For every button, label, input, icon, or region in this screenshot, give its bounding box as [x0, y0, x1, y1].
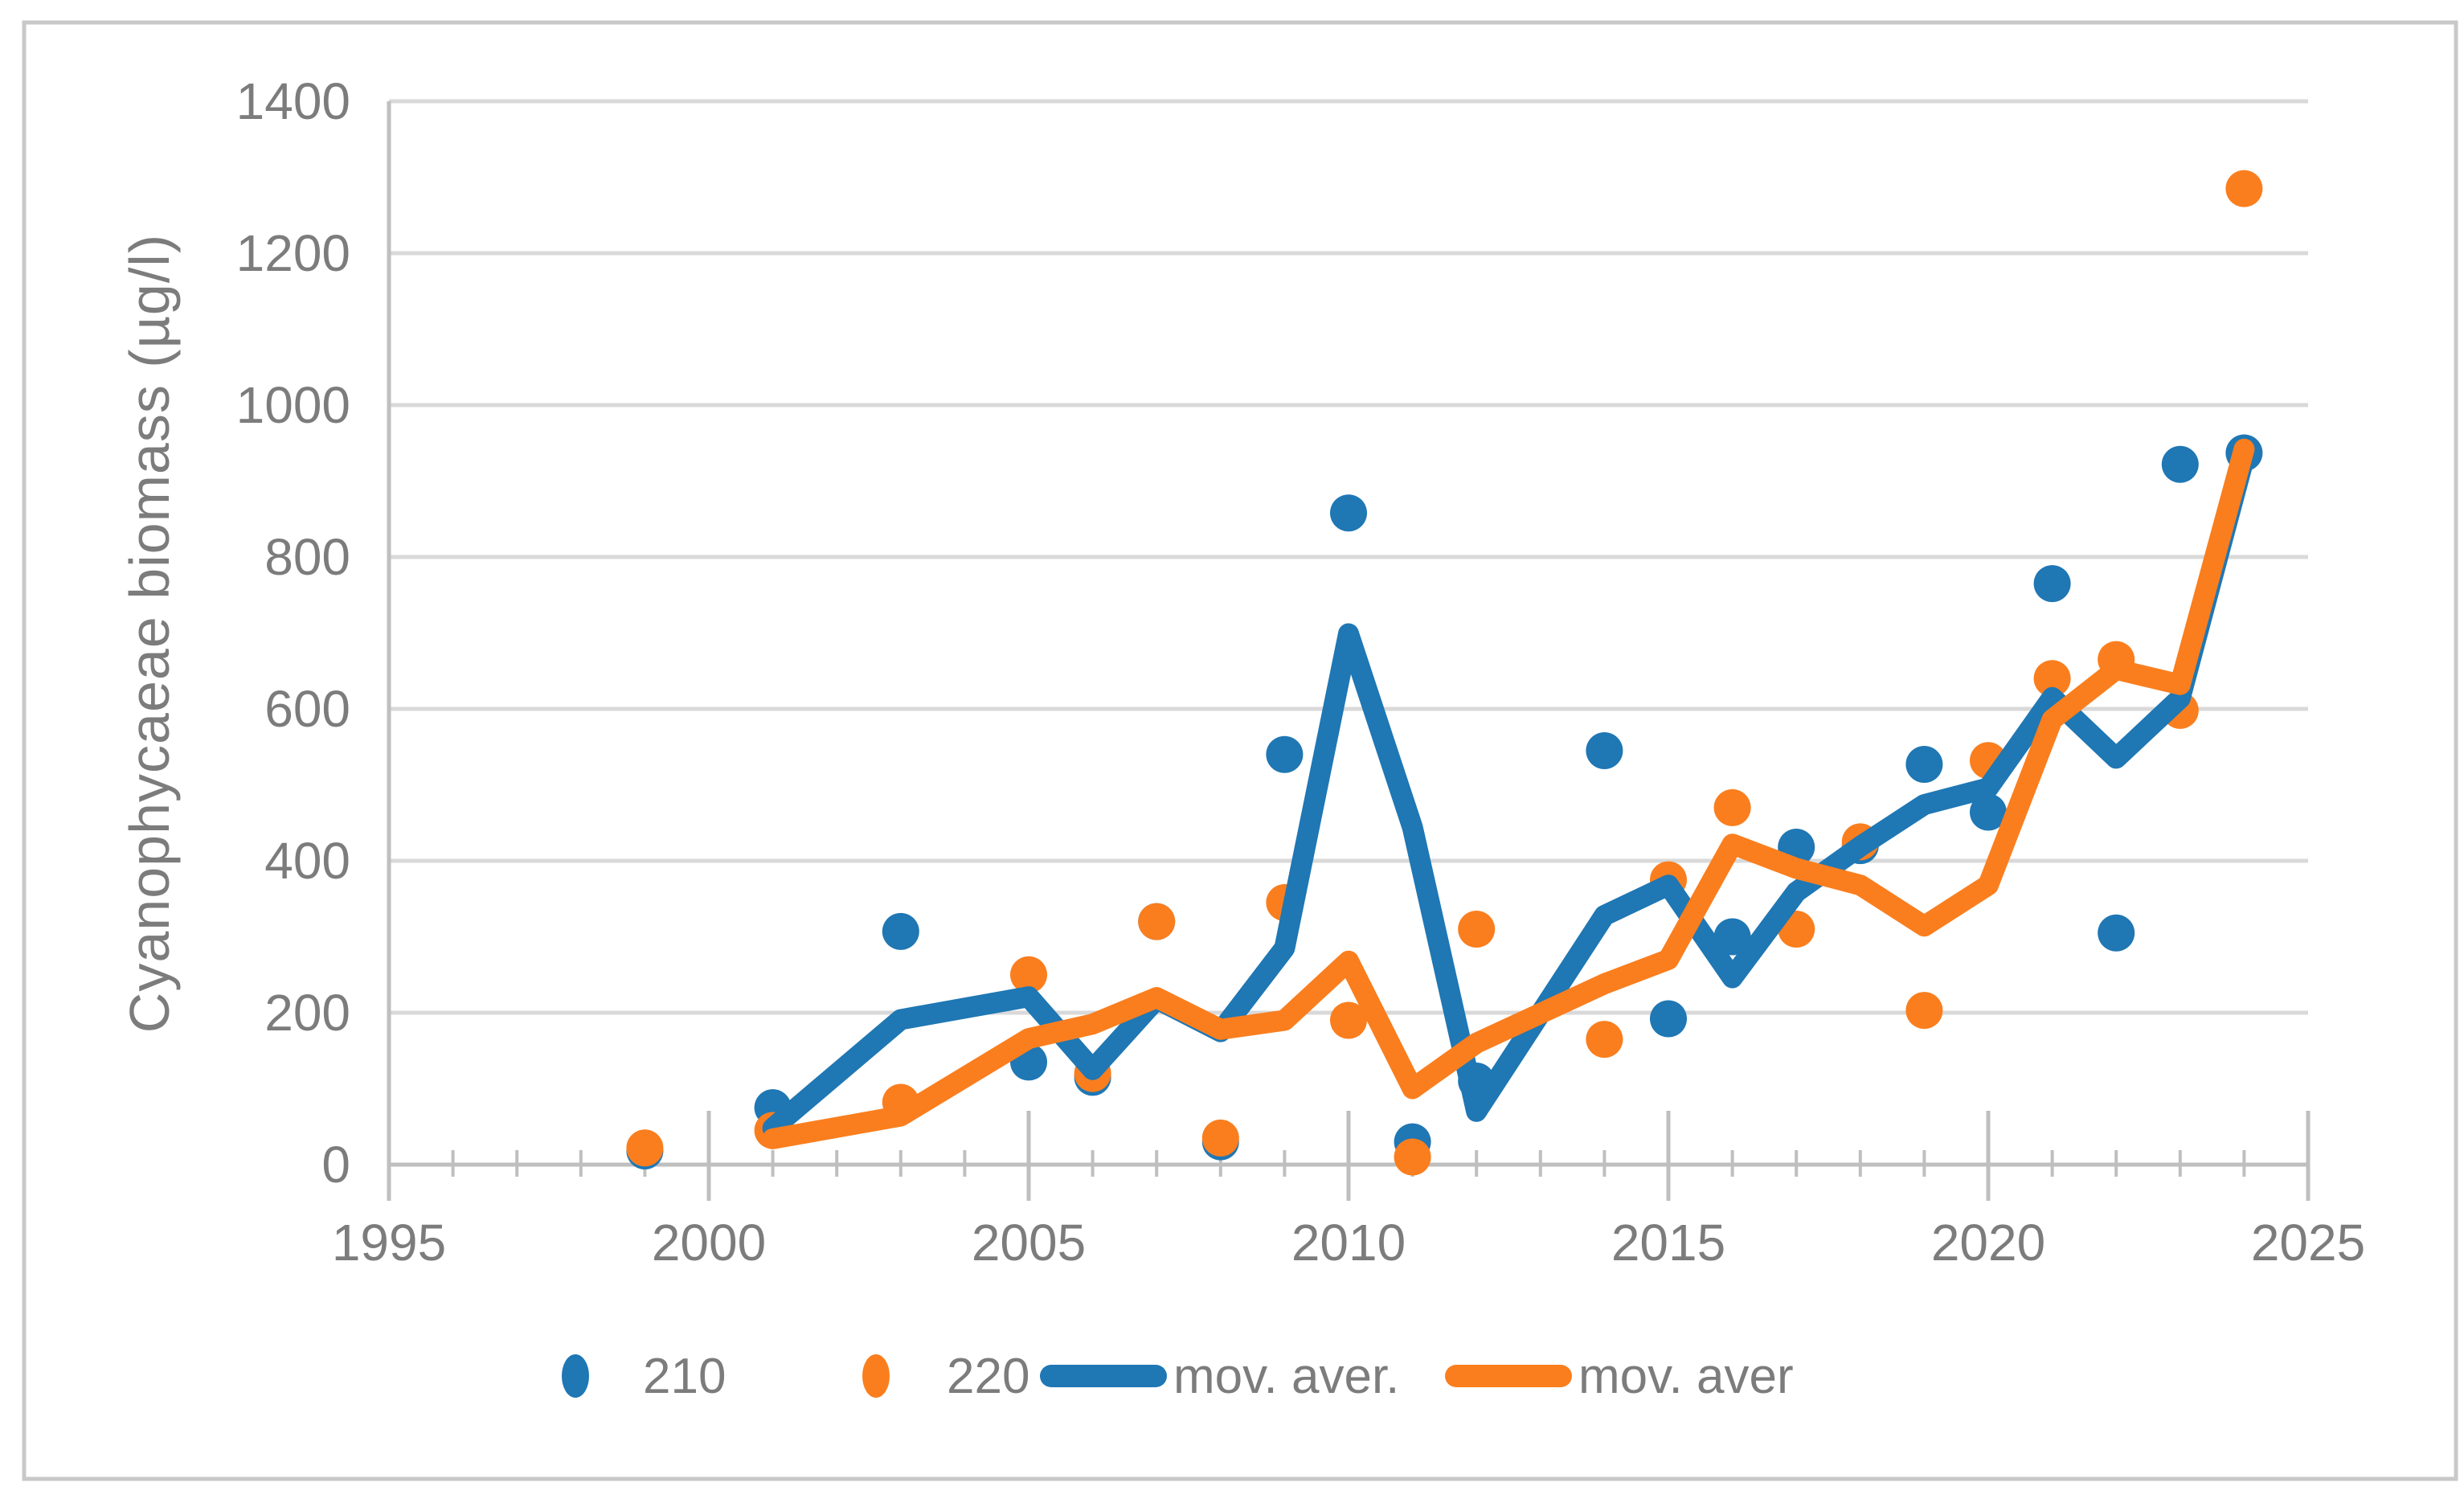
legend-line-swatch — [1445, 1365, 1572, 1387]
data-point-220 — [1010, 956, 1047, 993]
y-tick-label: 800 — [264, 528, 350, 586]
data-point-220 — [1201, 1119, 1239, 1157]
data-point-210 — [1586, 731, 1623, 769]
legend-label: mov. aver — [1578, 1349, 1794, 1404]
legend-item-220: 220 — [862, 1349, 1029, 1404]
x-tick-label: 2005 — [972, 1214, 1086, 1272]
figure-border — [22, 20, 2458, 1481]
y-tick-label: 600 — [264, 680, 350, 738]
data-point-210 — [882, 912, 919, 950]
data-point-220 — [1586, 1021, 1623, 1059]
data-point-210 — [1970, 793, 2007, 831]
x-tick-label: 2020 — [1931, 1214, 2045, 1272]
data-point-220 — [626, 1129, 664, 1167]
data-point-220 — [1458, 911, 1496, 948]
data-point-210 — [1266, 735, 1304, 773]
legend-item-210: 210 — [562, 1349, 726, 1404]
data-point-220 — [2033, 660, 2071, 698]
x-axis-ticks — [387, 1111, 2311, 1201]
x-tick-label: 2000 — [652, 1214, 766, 1272]
data-point-220 — [1905, 992, 1943, 1030]
data-point-210 — [1650, 1000, 1687, 1038]
y-tick-label: 0 — [321, 1136, 350, 1194]
data-point-220 — [1394, 1138, 1431, 1176]
y-tick-label: 400 — [264, 832, 350, 890]
data-point-210 — [1330, 494, 1367, 532]
y-tick-label: 1200 — [236, 224, 350, 282]
legend-label: 210 — [643, 1349, 726, 1404]
data-point-210 — [2161, 445, 2199, 483]
legend: 210 220 mov. aver. mov. aver — [562, 1349, 1794, 1404]
y-tick-label: 1000 — [236, 376, 350, 434]
y-tick-label: 1400 — [236, 72, 350, 130]
legend-label: mov. aver. — [1173, 1349, 1399, 1404]
data-point-210 — [2098, 914, 2135, 952]
legend-marker-swatch — [562, 1354, 589, 1398]
data-point-220 — [1138, 903, 1176, 940]
legend-marker-swatch — [862, 1354, 890, 1398]
data-point-220 — [1713, 788, 1751, 826]
y-axis-title: Cyanophycaeae biomass (µg/l) — [118, 234, 181, 1033]
y-tick-label: 200 — [264, 984, 350, 1042]
x-tick-label: 2010 — [1291, 1214, 1406, 1272]
x-axis-tick-labels: 1995 2000 2005 2010 2015 2020 2025 — [332, 1214, 2365, 1272]
x-tick-label: 2025 — [2251, 1214, 2365, 1272]
x-tick-label: 1995 — [332, 1214, 446, 1272]
data-point-210 — [2033, 565, 2071, 603]
data-point-210 — [1905, 745, 1943, 783]
data-point-220 — [2225, 170, 2263, 207]
legend-line-swatch — [1040, 1365, 1167, 1387]
trendline-mov. aver — [762, 448, 2255, 1139]
y-axis-tick-labels: 0 200 400 600 800 1000 1200 1400 — [236, 72, 350, 1194]
legend-label: 220 — [947, 1349, 1029, 1404]
trendline-mov. aver — [762, 438, 2255, 1149]
legend-item-mov-aver: mov. aver — [1445, 1349, 1794, 1404]
legend-item-mov-aver-: mov. aver. — [1040, 1349, 1399, 1404]
data-point-220 — [1330, 1001, 1367, 1039]
scatter-series-220 — [626, 170, 2263, 1176]
x-tick-label: 2015 — [1611, 1214, 1725, 1272]
